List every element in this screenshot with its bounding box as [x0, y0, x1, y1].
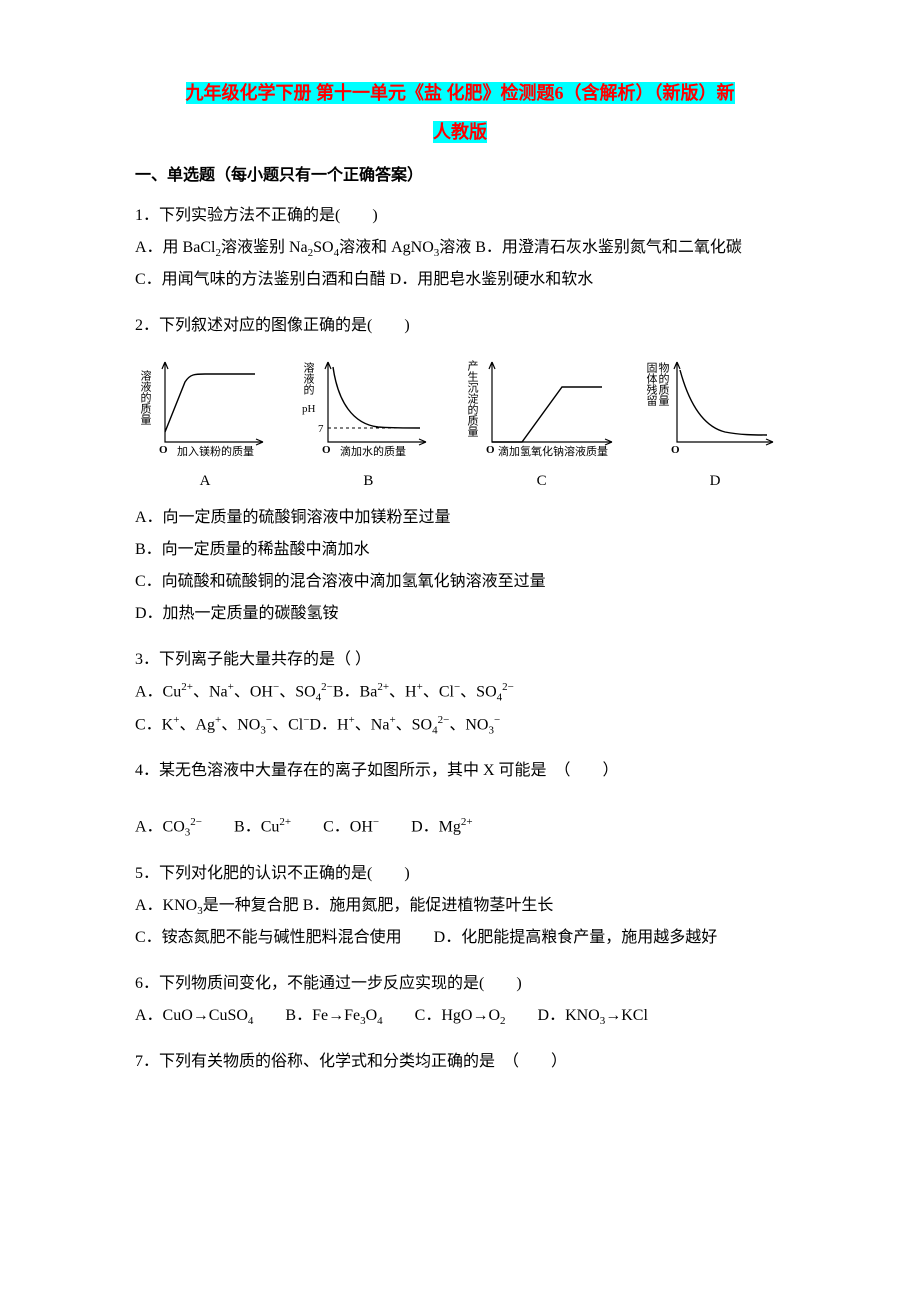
svg-text:O: O	[159, 444, 168, 456]
question-3: 3．下列离子能大量共存的是（ ） A．Cu2+、Na+、OH−、SO42−B．B…	[135, 644, 785, 741]
svg-text:产生沉淀的质量: 产生沉淀的质量	[466, 359, 479, 437]
chart-b-label: B	[363, 466, 373, 496]
question-4: 4．某无色溶液中大量存在的离子如图所示，其中 X 可能是 （ ） A．CO32−…	[135, 755, 785, 844]
chart-a-label: A	[200, 466, 211, 496]
q2-option-d: D．加热一定质量的碳酸氢铵	[135, 598, 785, 630]
q4-options: A．CO32− B．Cu2+ C．OH− D．Mg2+	[135, 811, 785, 844]
q2-option-a: A．向一定质量的硫酸铜溶液中加镁粉至过量	[135, 502, 785, 534]
q2-charts: 溶液的质量 O 加入镁粉的质量 A 溶液的 pH 7 O	[135, 352, 785, 496]
svg-text:物的质量: 物的质量	[657, 361, 670, 406]
svg-text:溶液的: 溶液的	[302, 361, 315, 396]
svg-text:pH: pH	[302, 403, 316, 415]
q1-stem: 1．下列实验方法不正确的是( )	[135, 200, 785, 232]
svg-text:O: O	[671, 444, 680, 456]
q2-option-b: B．向一定质量的稀盐酸中滴加水	[135, 534, 785, 566]
svg-text:滴加水的质量: 滴加水的质量	[340, 444, 406, 458]
svg-text:滴加氢氧化钠溶液质量: 滴加氢氧化钠溶液质量	[498, 444, 608, 458]
q5-stem: 5．下列对化肥的认识不正确的是( )	[135, 858, 785, 890]
title-line2: 人教版	[135, 119, 785, 146]
svg-text:加入镁粉的质量: 加入镁粉的质量	[177, 444, 254, 458]
chart-b-svg: 溶液的 pH 7 O 滴加水的质量	[298, 352, 438, 462]
question-2: 2．下列叙述对应的图像正确的是( ) 溶液的质量 O 加入镁粉的质量 A 溶液的…	[135, 310, 785, 630]
q4-stem: 4．某无色溶液中大量存在的离子如图所示，其中 X 可能是 （ ）	[135, 755, 785, 787]
chart-d-label: D	[710, 466, 721, 496]
chart-c: 产生沉淀的质量 O 滴加氢氧化钠溶液质量 C	[462, 352, 622, 496]
q2-option-c: C．向硫酸和硫酸铜的混合溶液中滴加氢氧化钠溶液至过量	[135, 566, 785, 598]
title-line1: 九年级化学下册 第十一单元《盐 化肥》检测题6（含解析）（新版）新	[135, 80, 785, 107]
svg-text:O: O	[322, 444, 331, 456]
chart-c-label: C	[537, 466, 547, 496]
q5-option-ab: A．KNO3是一种复合肥 B．施用氮肥，能促进植物茎叶生长	[135, 890, 785, 922]
q2-stem: 2．下列叙述对应的图像正确的是( )	[135, 310, 785, 342]
q3-line2: C．K+、Ag+、NO3−、Cl−D．H+、Na+、SO42−、NO3−	[135, 709, 785, 742]
chart-d-svg: 固体残留 物的质量 O	[645, 352, 785, 462]
q1-option-ab: A．用 BaCl2溶液鉴别 Na2SO4溶液和 AgNO3溶液 B．用澄清石灰水…	[135, 232, 785, 264]
question-1: 1．下列实验方法不正确的是( ) A．用 BaCl2溶液鉴别 Na2SO4溶液和…	[135, 200, 785, 296]
question-5: 5．下列对化肥的认识不正确的是( ) A．KNO3是一种复合肥 B．施用氮肥，能…	[135, 858, 785, 954]
chart-a: 溶液的质量 O 加入镁粉的质量 A	[135, 352, 275, 496]
q3-line1: A．Cu2+、Na+、OH−、SO42−B．Ba2+、H+、Cl−、SO42−	[135, 676, 785, 709]
svg-text:固体残留: 固体残留	[645, 362, 658, 407]
svg-text:溶液的质量: 溶液的质量	[139, 369, 152, 425]
q3-stem: 3．下列离子能大量共存的是（ ）	[135, 644, 785, 676]
q7-stem: 7．下列有关物质的俗称、化学式和分类均正确的是 （ ）	[135, 1046, 785, 1078]
chart-b: 溶液的 pH 7 O 滴加水的质量 B	[298, 352, 438, 496]
chart-c-svg: 产生沉淀的质量 O 滴加氢氧化钠溶液质量	[462, 352, 622, 462]
section-heading: 一、单选题（每小题只有一个正确答案）	[135, 164, 785, 188]
chart-d: 固体残留 物的质量 O D	[645, 352, 785, 496]
question-7: 7．下列有关物质的俗称、化学式和分类均正确的是 （ ）	[135, 1046, 785, 1078]
q6-options: A．CuO→CuSO4 B．Fe→Fe3O4 C．HgO→O2 D．KNO3→K…	[135, 1000, 785, 1032]
q1-option-cd: C．用闻气味的方法鉴别白酒和白醋 D．用肥皂水鉴别硬水和软水	[135, 264, 785, 296]
question-6: 6．下列物质间变化，不能通过一步反应实现的是( ) A．CuO→CuSO4 B．…	[135, 968, 785, 1032]
svg-text:O: O	[486, 444, 495, 456]
chart-a-svg: 溶液的质量 O 加入镁粉的质量	[135, 352, 275, 462]
q6-stem: 6．下列物质间变化，不能通过一步反应实现的是( )	[135, 968, 785, 1000]
q5-option-cd: C．铵态氮肥不能与碱性肥料混合使用 D．化肥能提高粮食产量，施用越多越好	[135, 922, 785, 954]
svg-text:7: 7	[318, 423, 324, 435]
